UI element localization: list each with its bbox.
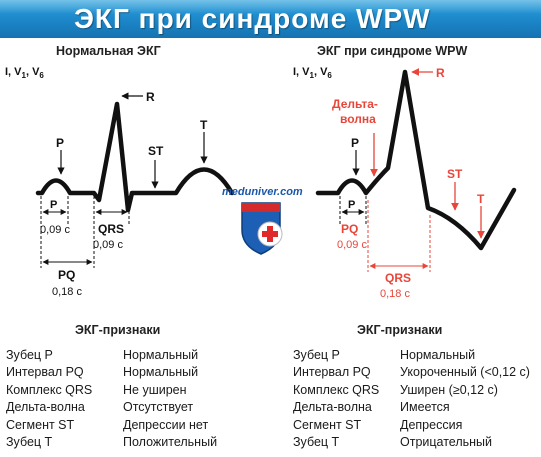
page-title: ЭКГ при синдроме WPW [74,3,431,34]
normal-signs-title: ЭКГ-признаки [75,323,161,337]
normal-p-label: P [56,136,64,150]
table-cell: Интервал PQ [6,365,84,380]
table-cell: Дельта-волна [6,400,85,415]
table-cell: Нормальный [400,348,476,362]
normal-pq-label: PQ [58,268,75,282]
normal-ecg-trace [35,101,235,213]
table-cell: Комплекс QRS [6,382,93,397]
wpw-qrs-label: QRS [385,271,411,285]
wpw-red-guides [367,200,431,272]
site-logo[interactable]: meduniver.com [222,186,303,258]
wpw-t-label: T [477,192,485,206]
table-cell: Укороченный (<0,12 с) [400,365,530,380]
table-cell: Положительный [123,434,218,449]
wpw-p-label: P [351,136,359,150]
normal-interval-guides [40,196,130,268]
table-cell: Отсутствует [123,400,194,415]
wpw-leads-label: I, V1, V6 [293,66,332,81]
logo-text: meduniver.com [222,186,303,198]
normal-ecg-title: Нормальная ЭКГ [56,44,161,58]
wpw-signs-names: Зубец P Интервал PQ Комплекс QRS Дельта-… [293,347,379,451]
table-cell: Депрессия [400,417,463,432]
medical-cross-shield-icon [241,202,283,255]
table-cell: Зубец P [293,348,340,362]
normal-r-label: R [146,90,155,104]
table-cell: Не уширен [123,382,187,397]
table-cell: Зубец T [6,434,53,449]
normal-st-label: ST [148,144,164,158]
table-cell: Дельта-волна [293,400,372,415]
wpw-st-label: ST [447,167,463,181]
wpw-signs-title: ЭКГ-признаки [357,323,443,337]
wpw-p-interval-label: P [348,199,355,211]
table-cell: Имеется [400,400,450,415]
banner-gloss [0,0,541,14]
table-cell: Зубец P [6,348,53,362]
wpw-pq-label: PQ [341,222,358,236]
normal-qrs-duration: 0,09 с [93,239,123,251]
wpw-pq-duration: 0,09 с [337,239,367,251]
wpw-signs-values: Нормальный Укороченный (<0,12 с) Уширен … [400,347,530,451]
wpw-r-label: R [436,66,445,80]
table-cell: Сегмент ST [293,417,362,432]
normal-qrs-label: QRS [98,222,124,236]
table-cell: Сегмент ST [6,417,75,432]
table-cell: Нормальный [123,365,199,380]
table-cell: Отрицательный [400,434,493,449]
wpw-ecg-title: ЭКГ при синдроме WPW [317,44,468,58]
wpw-qrs-duration: 0,18 с [380,288,410,300]
wpw-ecg-trace [315,69,517,251]
normal-leads-label: I, V1, V6 [5,66,44,81]
normal-p-duration: 0,09 с [40,224,70,236]
table-cell: Интервал PQ [293,365,371,380]
normal-pq-duration: 0,18 с [52,286,82,298]
ecg-diagrams: R P ST T P 0,09 с QRS 0,09 с PQ 0,18 с R… [35,66,517,300]
table-cell: Комплекс QRS [293,382,380,397]
wpw-delta-label-1: Дельта- [332,97,378,111]
table-cell: Нормальный [123,348,199,362]
table-cell: Уширен (≥0,12 с) [400,382,498,397]
normal-signs-values: Нормальный Нормальный Не уширен Отсутств… [123,347,217,451]
wpw-delta-label-2: волна [340,112,376,126]
normal-signs-names: Зубец P Интервал PQ Комплекс QRS Дельта-… [6,347,92,451]
normal-p-interval-label: P [50,199,57,211]
title-banner: ЭКГ при синдроме WPW [0,0,541,38]
normal-t-label: T [200,118,208,132]
table-cell: Зубец T [293,434,340,449]
table-cell: Депрессии нет [123,417,209,432]
